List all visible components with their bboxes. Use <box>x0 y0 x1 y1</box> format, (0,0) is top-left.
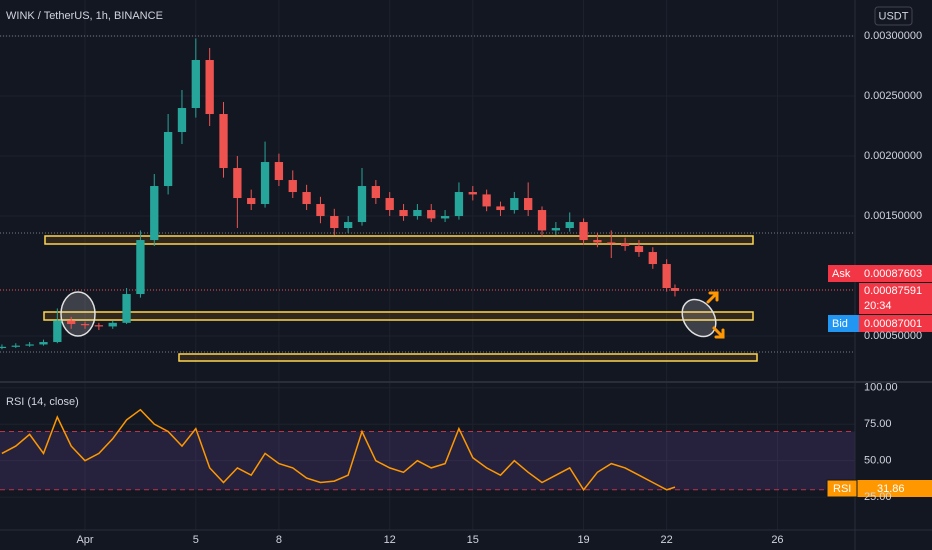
rsi-tag: RSI <box>833 483 851 495</box>
x-tick-label: 12 <box>384 534 396 546</box>
x-tick-label: 19 <box>577 534 589 546</box>
marks <box>0 38 680 492</box>
y-tick-label: 0.00200000 <box>864 150 922 162</box>
candle-body <box>11 345 20 347</box>
rsi-tag-divider <box>826 479 858 498</box>
candle-body <box>122 294 131 323</box>
candle-body <box>670 288 680 291</box>
ask-label: Ask <box>832 268 851 280</box>
candle-body <box>39 342 48 345</box>
candle-body <box>274 162 284 181</box>
candle-body <box>288 180 297 193</box>
candle-body <box>593 240 602 243</box>
y-tick-label: 25.00 <box>864 491 892 503</box>
currency-box <box>874 6 913 26</box>
candle-body <box>247 198 256 205</box>
grid <box>0 0 855 530</box>
x-tick-label: 15 <box>467 534 479 546</box>
bid-price: 0.00087001 <box>864 318 922 330</box>
ask-price: 0.00087603 <box>864 268 922 280</box>
x-tick-label: 22 <box>661 534 673 546</box>
currency: USDT <box>879 10 909 22</box>
candle-body <box>607 242 616 244</box>
candle-body <box>482 194 491 207</box>
y-tick-label: 0.00150000 <box>864 210 922 222</box>
candle-body <box>454 192 464 217</box>
x-tick-label: 8 <box>276 534 282 546</box>
zone-box <box>44 235 754 245</box>
y-tick-label: 0.00050000 <box>864 330 922 342</box>
candle-body <box>150 186 159 241</box>
candle-body <box>468 192 477 195</box>
y-tick-label: 100.00 <box>864 382 898 394</box>
y-tick-label: 50.00 <box>864 455 892 467</box>
candle-body <box>0 346 7 349</box>
candle-body <box>371 186 380 199</box>
arrow-down <box>712 326 725 339</box>
candle-body <box>205 60 214 115</box>
candle-body <box>343 222 353 229</box>
last-price-box <box>859 283 932 314</box>
zone-box <box>178 353 758 362</box>
zone-box <box>43 311 754 321</box>
bid-label: Bid <box>832 318 848 330</box>
rsi-band <box>0 431 855 490</box>
candle-body <box>136 240 145 295</box>
candle-body <box>233 168 242 199</box>
drawings <box>0 35 855 362</box>
candle-body <box>316 204 325 217</box>
candle-body <box>260 162 270 205</box>
y-tick-label: 75.00 <box>864 418 892 430</box>
candle-body <box>25 344 34 346</box>
candle-body <box>177 108 187 133</box>
rsi-tag-box <box>827 480 932 497</box>
candle-body <box>537 210 547 231</box>
rsi-title: RSI (14, close) <box>6 396 79 408</box>
candle-body <box>302 192 311 205</box>
countdown: 20:34 <box>864 300 892 312</box>
candle-body <box>634 246 644 253</box>
arrow-up <box>706 291 719 304</box>
candle-body <box>399 210 408 217</box>
x-tick-label: 5 <box>193 534 199 546</box>
candle-body <box>648 252 657 265</box>
rsi-line <box>1 408 676 492</box>
candle-body <box>163 132 173 187</box>
candle-body <box>94 325 104 327</box>
candle-body <box>67 320 76 325</box>
candle-body <box>53 320 62 343</box>
rsi-last-value: 31.86 <box>877 483 905 495</box>
last-price: 0.00087591 <box>864 285 922 297</box>
candle-body <box>524 198 533 211</box>
y-tick-label: 0.00300000 <box>864 30 922 42</box>
candle-body <box>413 210 422 217</box>
candle-body <box>191 60 200 109</box>
candle-body <box>357 186 367 223</box>
candle-body <box>565 222 574 229</box>
candle-body <box>620 243 630 247</box>
candle-body <box>510 198 519 211</box>
candle-body <box>385 198 394 211</box>
bid-box <box>828 315 859 332</box>
candle-body <box>440 216 450 219</box>
y-tick-label: 0.00250000 <box>864 90 922 102</box>
candle-body <box>496 206 505 211</box>
highlight-circle <box>681 298 717 338</box>
candle-body <box>80 324 90 326</box>
highlight-circle <box>60 291 96 337</box>
candle-body <box>330 216 339 229</box>
x-tick-label: Apr <box>76 534 93 546</box>
bid-price-box <box>859 315 932 332</box>
candle-body <box>108 322 117 327</box>
chart-title: WINK / TetherUS, 1h, BINANCE <box>6 10 163 22</box>
ask-box <box>828 265 932 282</box>
candle-body <box>579 222 588 241</box>
candle-body <box>662 264 671 289</box>
candle-body <box>551 228 561 231</box>
candle-body <box>427 210 436 219</box>
x-tick-label: 26 <box>771 534 783 546</box>
candle-body <box>219 114 228 169</box>
